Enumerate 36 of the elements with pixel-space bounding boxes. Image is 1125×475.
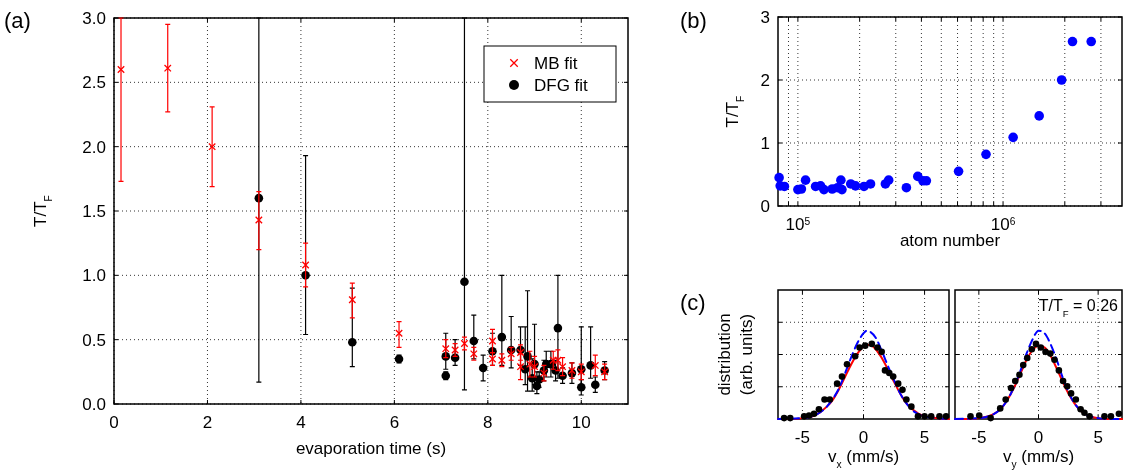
y-tick-label: 1.0	[82, 266, 106, 286]
x-tick-label: 5	[1093, 428, 1103, 447]
x-axis-title: evaporation time (s)	[295, 439, 447, 458]
legend-label: MB fit	[534, 54, 578, 73]
y-tick-label: 1	[760, 134, 770, 153]
x-tick-label: 4	[296, 413, 306, 432]
x-tick-label: 10$^{5}$	[785, 215, 811, 234]
y-tick-label: 2.5	[82, 73, 106, 93]
y-tick-label: 3	[760, 8, 770, 27]
x-axis-title: v$_{y}$ (mm/s)	[1002, 447, 1075, 470]
y-tick-label: 0	[760, 197, 770, 216]
x-tick-label: 6	[389, 413, 400, 432]
y-tick-label: 0.5	[82, 330, 106, 350]
x-tick-label: 0	[109, 413, 119, 432]
y-tick-label: 0.0	[82, 395, 106, 414]
x-tick-label: 0	[858, 428, 869, 447]
x-tick-label: 2	[202, 413, 213, 432]
x-tick-label: 10	[571, 413, 591, 432]
x-tick-label: 10$^{6}$	[990, 215, 1016, 234]
y-tick-label: 2	[760, 71, 770, 90]
x-axis-title: v$_{x}$ (mm/s)	[827, 447, 900, 470]
text: (c)	[680, 290, 706, 315]
y-tick-label: 3.0	[82, 9, 106, 28]
x-axis-title: atom number	[899, 231, 1001, 250]
x-tick-label: -5	[794, 428, 810, 447]
text: (a)	[4, 8, 31, 33]
y-tick-label: 2.0	[82, 137, 106, 157]
y-tick-label: 1.5	[82, 202, 106, 221]
x-tick-label: 5	[919, 428, 930, 447]
text: (b)	[680, 8, 707, 33]
y-axis-title: distribution (arb. units)	[715, 313, 756, 396]
x-tick-label: 8	[483, 413, 493, 432]
legend-label: DFG fit	[534, 76, 589, 95]
text: T/T$_{F}$ = 0.26	[1038, 297, 1119, 319]
x-tick-label: 0	[1033, 428, 1044, 447]
x-tick-label: -5	[971, 428, 987, 447]
